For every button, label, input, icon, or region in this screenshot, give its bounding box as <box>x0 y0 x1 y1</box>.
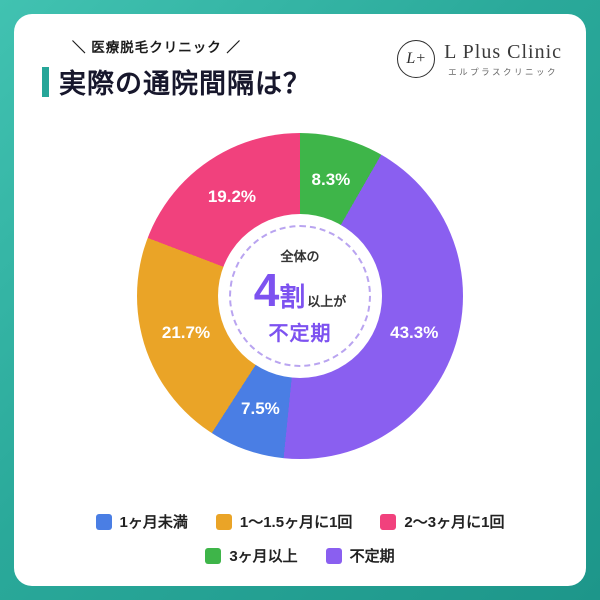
legend-item: 3ヶ月以上 <box>205 545 298 566</box>
legend-swatch <box>215 513 232 530</box>
center-big-number: 4 <box>253 264 280 316</box>
tagline: ＼ 医療脱毛クリニック ／ <box>72 40 242 55</box>
logo-subtitle: エルプラスクリニック <box>448 66 558 77</box>
legend-swatch <box>325 547 342 564</box>
legend: 1ヶ月未満 1〜1.5ヶ月に1回 2〜3ヶ月に1回 3ヶ月以上 不定期 <box>14 511 586 566</box>
logo-text: L Plus Clinic エルプラスクリニック <box>444 41 562 78</box>
legend-label: 1ヶ月未満 <box>119 514 188 531</box>
title-row: 実際の通院間隔は？ <box>42 62 311 101</box>
legend-item: 1ヶ月未満 <box>95 511 188 532</box>
legend-item: 不定期 <box>325 545 395 566</box>
header-left: ＼ 医療脱毛クリニック ／ 実際の通院間隔は？ <box>42 36 311 101</box>
logo-mark-text: L+ <box>406 50 427 67</box>
page-title: 実際の通院間隔は？ <box>59 69 311 99</box>
legend-label: 3ヶ月以上 <box>229 548 298 565</box>
donut-hole: 全体の 4 割以上が 不定期 <box>218 214 382 378</box>
legend-row: 3ヶ月以上 不定期 <box>14 545 586 566</box>
center-line1: 全体の <box>280 249 320 264</box>
legend-row: 1ヶ月未満 1〜1.5ヶ月に1回 2〜3ヶ月に1回 <box>14 511 586 532</box>
header: ＼ 医療脱毛クリニック ／ 実際の通院間隔は？ L+ L Plus Clinic… <box>42 36 562 101</box>
infographic-card: ＼ 医療脱毛クリニック ／ 実際の通院間隔は？ L+ L Plus Clinic… <box>14 14 586 586</box>
legend-swatch <box>205 547 222 564</box>
logo-name: L Plus Clinic <box>444 40 562 63</box>
logo-mark-icon: L+ <box>397 40 436 78</box>
legend-swatch <box>380 513 397 530</box>
center-line2: 4 割以上が <box>254 267 347 313</box>
center-highlight: 不定期 <box>268 323 332 345</box>
clinic-logo: L+ L Plus Clinic エルプラスクリニック <box>397 40 562 78</box>
legend-label: 不定期 <box>349 548 395 565</box>
legend-label: 2〜3ヶ月に1回 <box>404 514 505 531</box>
legend-item: 2〜3ヶ月に1回 <box>380 511 504 532</box>
legend-item: 1〜1.5ヶ月に1回 <box>215 511 353 532</box>
center-suffix: 以上が <box>307 294 347 309</box>
title-accent-bar <box>42 66 49 97</box>
legend-swatch <box>95 513 112 530</box>
donut-center-dashed-ring: 全体の 4 割以上が 不定期 <box>229 225 371 367</box>
donut-chart-area: 全体の 4 割以上が 不定期 8.3% 43.3% 7.5% 21.7% 19.2% <box>137 133 463 459</box>
center-unit: 割 <box>279 282 306 312</box>
legend-label: 1〜1.5ヶ月に1回 <box>239 514 353 531</box>
